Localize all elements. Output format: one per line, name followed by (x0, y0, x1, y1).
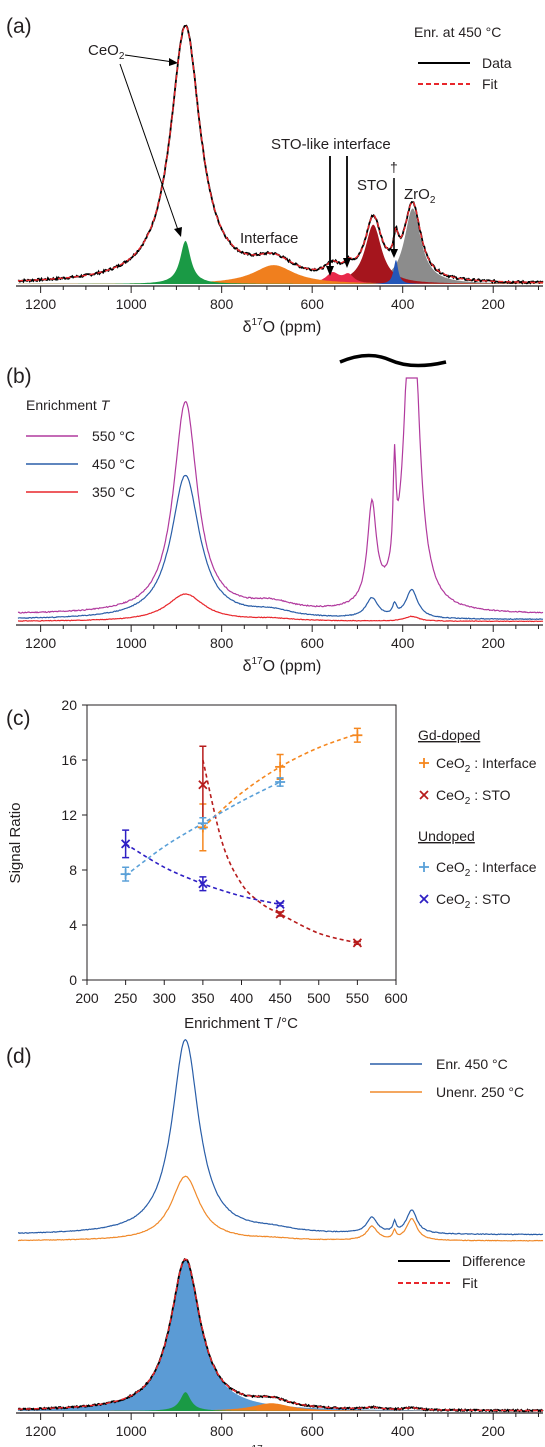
legend-x-marker (419, 790, 429, 800)
panel-a-legend-title: Enr. at 450 °C (414, 24, 501, 40)
panel-a: (a) 1200 1000 800 600 400 200 δ17O (ppm) Enr. … (6, 15, 544, 336)
legend-x-marker (419, 894, 429, 904)
panel-c-ylabel: Signal Ratio (7, 803, 24, 884)
fit-line (17, 24, 543, 284)
legend-difference-label: Difference (462, 1253, 526, 1269)
x-tick-label: 550 (346, 990, 370, 1006)
x-tick-label: 1200 (25, 296, 56, 312)
x-tick-label: 600 (301, 1423, 325, 1439)
x-marker (198, 780, 208, 790)
x-tick-label: 200 (482, 635, 506, 651)
panel-a-label: (a) (6, 15, 32, 38)
sto-like-annotation: STO-like interface (271, 136, 391, 153)
x-tick-label: 300 (153, 990, 177, 1006)
sto-annotation: STO (357, 177, 388, 194)
dagger-annotation: † (390, 159, 398, 175)
x-tick-label: 450 (268, 990, 292, 1006)
x-tick-label: 400 (391, 635, 415, 651)
series-450-line (17, 474, 544, 621)
interface-fill (18, 265, 543, 284)
panel-c-xlabel: Enrichment T /°C (184, 1015, 298, 1032)
x-tick-label: 200 (482, 296, 506, 312)
x-tick-label: 600 (301, 296, 325, 312)
legend-unenr250-label: Unenr. 250 °C (436, 1084, 524, 1100)
x-marker (275, 899, 285, 910)
legend-series-label: CeO2 : STO (436, 787, 511, 807)
panel-d-label: (d) (6, 1045, 32, 1068)
x-marker (275, 909, 285, 919)
x-axis-label: δ17O (ppm) (243, 656, 322, 675)
x-tick-label: 200 (482, 1423, 506, 1439)
x-tick-label: 350 (191, 990, 215, 1006)
x-tick-label: 600 (384, 990, 408, 1006)
y-tick-label: 0 (69, 972, 77, 988)
legend-undoped-heading: Undoped (418, 828, 475, 844)
legend-d-fit-label: Fit (462, 1275, 478, 1291)
fit-curve-3 (125, 843, 281, 906)
x-axis-label: δ17O (ppm) (243, 317, 322, 336)
unenr250-line (17, 1175, 544, 1242)
legend-series-label: CeO2 : Interface (436, 755, 537, 775)
sto-like-arrowhead-1 (326, 266, 334, 276)
x-tick-label: 1000 (116, 1423, 147, 1439)
panel-b-label: (b) (6, 365, 32, 388)
x-marker (198, 879, 208, 889)
interface-fill (18, 1403, 543, 1411)
x-tick-label: 800 (210, 296, 234, 312)
panel-c-label: (c) (6, 707, 31, 730)
x-tick-label: 400 (391, 296, 415, 312)
x-marker (120, 839, 131, 849)
x-tick-label: 800 (210, 1423, 234, 1439)
x-tick-label: 200 (75, 990, 99, 1006)
legend-fit-label: Fit (482, 76, 498, 92)
x-tick-label: 250 (114, 990, 138, 1006)
zro2-fill (18, 208, 543, 284)
panel-c-frame (86, 704, 397, 981)
y-tick-label: 4 (69, 917, 77, 933)
x-tick-label: 500 (307, 990, 331, 1006)
x-tick-label: 1200 (25, 635, 56, 651)
y-tick-label: 12 (61, 807, 77, 823)
panel-b: (b) 1200 1000 800 600 400 200 δ17O (ppm) Enric… (6, 353, 544, 675)
legend-450-label: 450 °C (92, 456, 135, 472)
y-tick-label: 8 (69, 862, 77, 878)
x-tick-label: 400 (230, 990, 254, 1006)
fit-curve-1 (202, 759, 358, 944)
x-tick-label: 800 (210, 635, 234, 651)
legend-series-label: CeO2 : Interface (436, 859, 537, 879)
legend-enr450-label: Enr. 450 °C (436, 1056, 508, 1072)
zro2-annotation: ZrO2 (404, 186, 436, 206)
legend-gd-heading: Gd-doped (418, 727, 480, 743)
series-550-line (17, 377, 544, 614)
x-tick-label: 600 (301, 635, 325, 651)
legend-data-label: Data (482, 55, 512, 71)
ceo2-arrowhead-top (169, 58, 178, 66)
y-tick-label: 20 (61, 697, 77, 713)
legend-350-label: 350 °C (92, 484, 135, 500)
break-mark (339, 353, 447, 368)
legend-550-label: 550 °C (92, 428, 135, 444)
x-tick-label: 1200 (25, 1423, 56, 1439)
y-tick-label: 16 (61, 752, 77, 768)
dagger-arrowhead (390, 249, 398, 258)
ceo2-arrow-bottom (119, 63, 179, 231)
ceo2-arrowhead-bottom (174, 227, 182, 237)
x-tick-label: 1000 (116, 296, 147, 312)
d-fit-line (18, 1258, 543, 1412)
interface-annotation: Interface (240, 230, 298, 247)
enr450-line (17, 1038, 543, 1236)
x-tick-label: 400 (391, 1423, 415, 1439)
sto-like-arrowhead-2 (343, 258, 351, 268)
ceo2-arrow-top (124, 54, 174, 63)
panel-b-legend-title: Enrichment T (26, 397, 111, 413)
legend-series-label: CeO2 : STO (436, 891, 511, 911)
x-tick-label: 1000 (116, 635, 147, 651)
series-350-line (17, 593, 544, 623)
panel-c: (c) 200 250 300 350 400 450 500 550 600 0 4 8 12 16 20… (6, 697, 537, 1032)
ceo2-annotation: CeO2 (88, 42, 125, 62)
x-marker (352, 938, 363, 948)
